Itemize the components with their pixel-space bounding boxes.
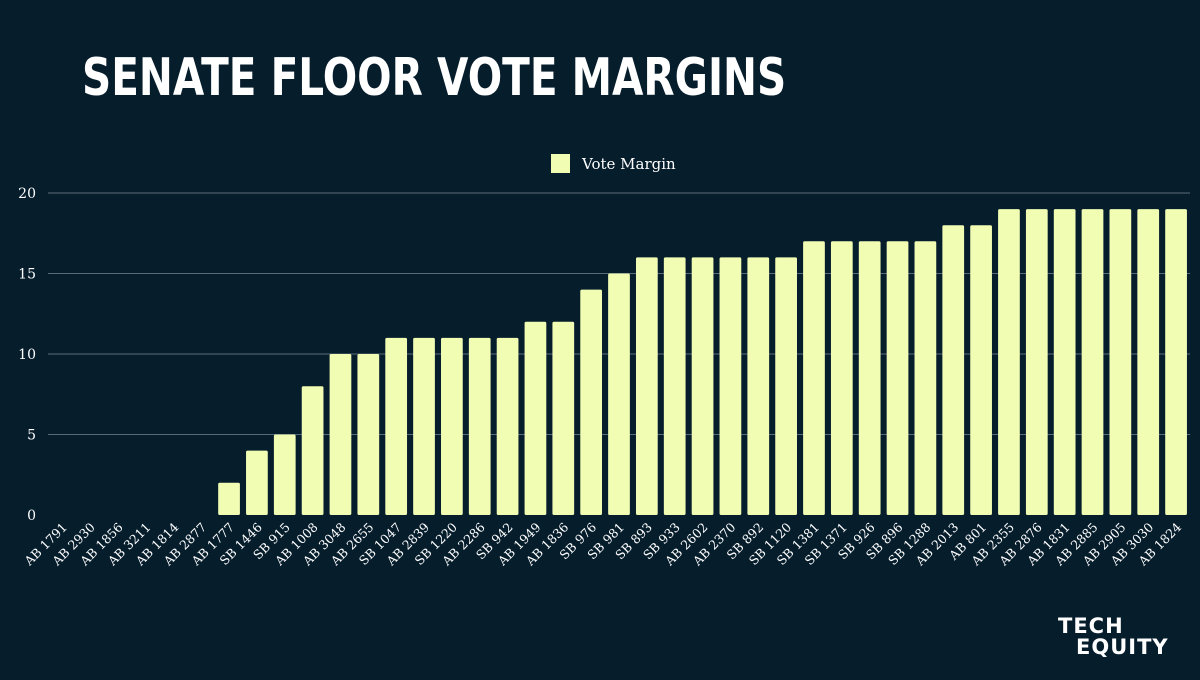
- bar: [942, 225, 965, 515]
- bar: [635, 257, 658, 515]
- legend-swatch: [551, 154, 570, 173]
- bar: [552, 321, 575, 515]
- bar: [357, 354, 380, 515]
- bar: [747, 257, 770, 515]
- y-tick-label: 0: [27, 508, 36, 524]
- bar: [301, 386, 324, 515]
- y-axis-tick-labels: 0 5 10 15 20: [18, 186, 36, 524]
- y-tick-label: 10: [18, 347, 36, 363]
- bar: [218, 482, 240, 515]
- bar: [1109, 209, 1132, 515]
- bar: [803, 241, 825, 516]
- bar: [329, 354, 352, 515]
- bar: [524, 321, 547, 515]
- bar: [830, 241, 853, 516]
- logo-line-1: TECH: [1058, 614, 1124, 638]
- y-tick-label: 5: [27, 428, 36, 444]
- bar: [775, 257, 797, 515]
- bar: [663, 257, 686, 515]
- bar: [886, 241, 909, 516]
- legend: Vote Margin: [551, 154, 676, 173]
- bar: [1025, 209, 1048, 515]
- bar: [385, 337, 408, 515]
- bar: [441, 337, 463, 515]
- bar: [1165, 209, 1187, 515]
- bar: [580, 289, 603, 515]
- bar: [413, 337, 435, 515]
- bar: [998, 209, 1020, 515]
- bar: [1137, 209, 1160, 515]
- bar: [914, 241, 937, 516]
- y-tick-label: 20: [18, 186, 36, 202]
- legend-label: Vote Margin: [581, 155, 676, 173]
- bar: [858, 241, 881, 516]
- bar: [719, 257, 742, 515]
- bar: [970, 225, 992, 515]
- bar: [273, 434, 296, 515]
- bar: [246, 450, 268, 515]
- bar: [608, 273, 630, 515]
- y-tick-label: 15: [18, 267, 36, 283]
- logo-line-2: EQUITY: [1076, 635, 1169, 659]
- tech-equity-logo: TECH EQUITY: [1058, 616, 1178, 660]
- bar: [1081, 209, 1104, 515]
- bar: [691, 257, 714, 515]
- bar: [1053, 209, 1076, 515]
- chart-title: SENATE FLOOR VOTE MARGINS: [82, 48, 787, 108]
- bars: [218, 209, 1187, 516]
- bar: [496, 337, 519, 515]
- bar: [468, 337, 491, 515]
